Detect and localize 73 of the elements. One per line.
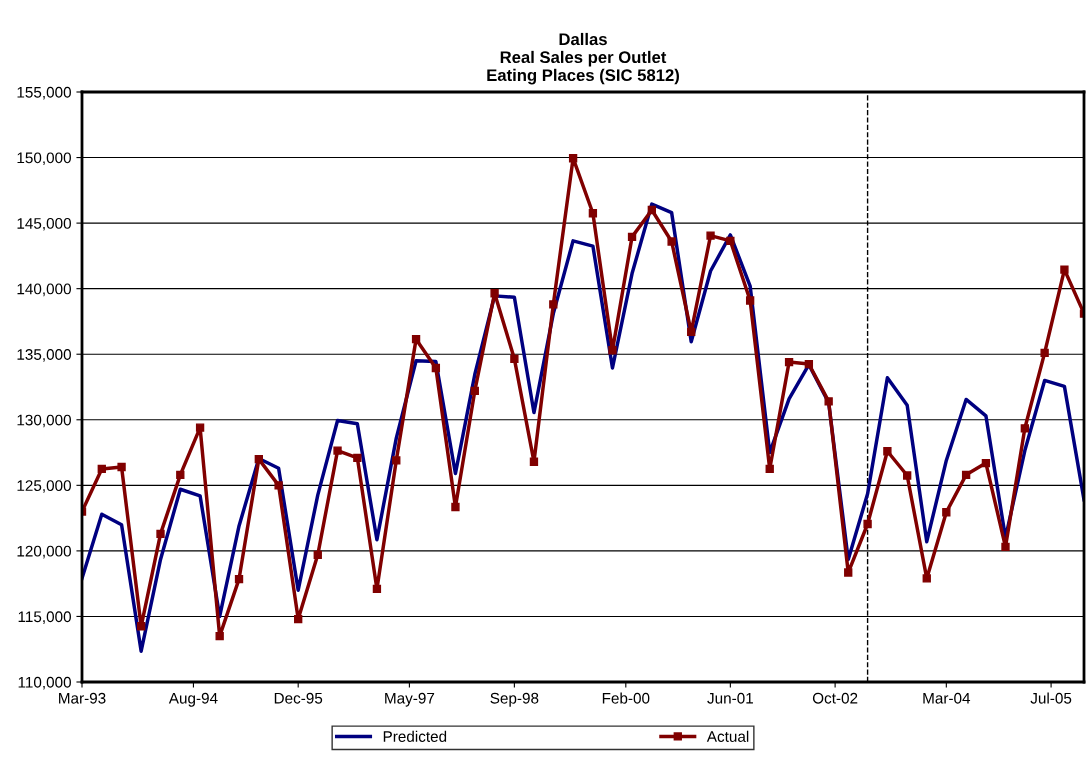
point xyxy=(1040,348,1049,358)
y-tick-label: 150,000 xyxy=(17,152,71,166)
point xyxy=(922,574,931,583)
point xyxy=(667,237,676,246)
y-tick-label: 135,000 xyxy=(17,349,71,362)
x-tick-label: Mar-04 xyxy=(923,692,971,704)
point xyxy=(117,462,126,472)
y-tick-label: 130,000 xyxy=(17,414,71,428)
x-tick-label: Sep-98 xyxy=(490,692,539,707)
y-tick-label: 125,000 xyxy=(17,480,71,493)
point xyxy=(176,470,185,480)
chart-title: Dallas Real Sales per Outlet Eating Places (SIC 5812) xyxy=(487,32,679,85)
point xyxy=(687,327,696,337)
point xyxy=(510,354,519,363)
point xyxy=(451,502,460,512)
point xyxy=(568,154,578,163)
point xyxy=(431,363,441,373)
x-tick-label: May-97 xyxy=(385,692,435,707)
point xyxy=(411,334,421,344)
y-tick-label: 140,000 xyxy=(17,283,71,297)
point xyxy=(333,446,342,455)
point xyxy=(588,209,598,218)
point xyxy=(706,231,715,240)
point xyxy=(745,296,755,305)
point xyxy=(136,622,146,631)
point xyxy=(195,423,205,432)
y-tick-label: 110,000 xyxy=(18,676,71,690)
point xyxy=(784,357,794,367)
y-tick-label: 115,000 xyxy=(18,611,71,624)
x-tick-label: Aug-94 xyxy=(168,692,218,707)
point xyxy=(903,471,912,480)
point xyxy=(844,568,853,577)
x-tick-label: Jun-01 xyxy=(707,692,753,704)
point xyxy=(824,397,833,406)
point xyxy=(549,300,558,309)
point xyxy=(529,457,539,466)
x-tick-label: Mar-93 xyxy=(59,692,106,704)
point xyxy=(392,456,401,465)
point xyxy=(490,289,499,298)
y-tick-label: 120,000 xyxy=(17,545,71,559)
point xyxy=(215,631,224,641)
point xyxy=(627,232,637,242)
point xyxy=(372,584,382,594)
point xyxy=(647,205,657,215)
point xyxy=(156,529,165,539)
point xyxy=(608,346,617,355)
point xyxy=(942,508,951,517)
point xyxy=(883,447,892,456)
point xyxy=(1060,265,1069,274)
point xyxy=(313,550,322,559)
point xyxy=(470,386,479,396)
x-tick-label: Jul-05 xyxy=(1030,692,1072,704)
point xyxy=(1001,542,1010,552)
point xyxy=(294,614,303,624)
x-tick-label: Oct-02 xyxy=(812,692,858,704)
point xyxy=(804,359,814,369)
point xyxy=(1020,424,1030,433)
legend-label: Predicted xyxy=(383,730,447,742)
point xyxy=(97,464,106,474)
point xyxy=(726,236,735,245)
x-tick-label: Dec-95 xyxy=(274,692,323,704)
point xyxy=(254,454,263,464)
y-tick-label: 145,000 xyxy=(17,217,71,231)
point xyxy=(765,464,774,474)
point xyxy=(961,470,971,480)
point xyxy=(274,481,283,490)
legend-label: Actual xyxy=(706,730,749,742)
x-tick-label: Feb-00 xyxy=(602,692,650,704)
point xyxy=(981,458,991,468)
point xyxy=(234,574,244,584)
point xyxy=(863,519,872,529)
y-tick-label: 155,000 xyxy=(17,86,71,100)
point xyxy=(353,453,362,462)
